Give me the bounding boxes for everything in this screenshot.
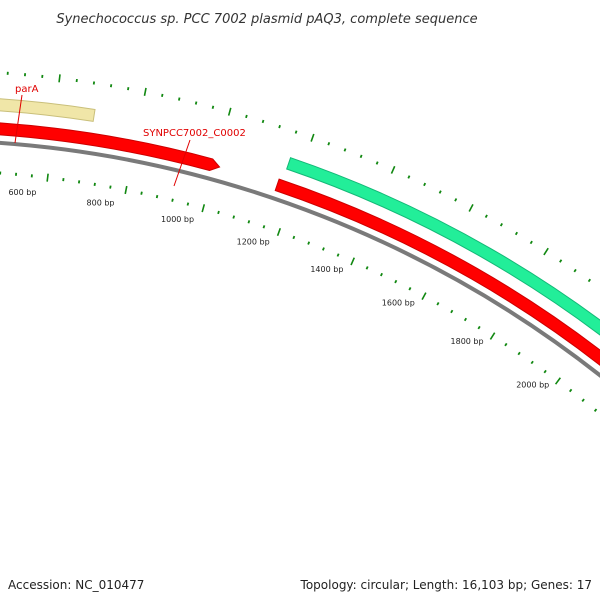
- minor-tick-mark: [408, 287, 412, 291]
- major-tick-mark: [227, 107, 232, 116]
- minor-tick-mark: [186, 202, 190, 206]
- minor-tick-mark: [262, 225, 266, 229]
- minor-tick-mark: [436, 301, 440, 306]
- major-tick-mark: [58, 74, 61, 83]
- minor-tick-mark: [161, 93, 164, 98]
- gene-labels: parA SYNPCC7002_C0002: [14, 84, 246, 187]
- minor-tick-mark: [343, 148, 347, 152]
- minor-tick-mark: [294, 130, 298, 134]
- inner-tick-marks: [0, 171, 598, 412]
- tick-label: 1600 bp: [382, 298, 415, 307]
- minor-tick-mark: [155, 194, 159, 199]
- map-title: Synechococcus sp. PCC 7002 plasmid pAQ3,…: [56, 12, 477, 27]
- minor-tick-mark: [327, 142, 331, 146]
- major-tick-mark: [350, 257, 356, 266]
- major-tick-mark: [124, 185, 128, 195]
- major-tick-mark: [390, 165, 396, 174]
- minor-tick-mark: [450, 309, 454, 314]
- minor-tick-mark: [529, 240, 533, 245]
- minor-tick-mark: [359, 154, 363, 159]
- minor-tick-mark: [484, 214, 488, 218]
- major-tick-mark: [143, 87, 147, 96]
- minor-tick-mark: [380, 272, 383, 277]
- minor-tick-mark: [504, 342, 508, 347]
- para-label[interactable]: parA: [15, 84, 39, 95]
- tick-label: 1000 bp: [161, 215, 194, 224]
- minor-tick-mark: [211, 105, 215, 109]
- major-tick-mark: [276, 227, 282, 237]
- minor-tick-mark: [593, 408, 598, 412]
- minor-tick-mark: [530, 360, 534, 365]
- major-tick-mark: [310, 133, 315, 142]
- minor-tick-mark: [217, 210, 220, 215]
- minor-tick-mark: [245, 114, 248, 119]
- minor-tick-mark: [307, 241, 311, 245]
- major-tick-mark: [554, 377, 561, 385]
- minor-tick-mark: [454, 198, 458, 202]
- minor-tick-mark: [517, 351, 521, 356]
- minor-tick-mark: [127, 87, 130, 91]
- minor-tick-mark: [336, 253, 340, 257]
- minor-tick-mark: [477, 325, 481, 330]
- tick-labels: 600 bp 800 bp 1000 bp 1200 bp 1400 bp 1600 bp…: [8, 188, 549, 389]
- plasmid-backbone: [0, 140, 600, 378]
- minor-tick-mark: [407, 175, 411, 179]
- synpcc7002-c0002-label[interactable]: SYNPCC7002_C0002: [143, 128, 246, 139]
- gene-tracks: [0, 97, 600, 404]
- minor-tick-mark: [573, 268, 577, 273]
- minor-tick-mark: [322, 247, 325, 251]
- minor-tick-mark: [587, 278, 592, 283]
- gene-synpcc7002-c0002[interactable]: [0, 121, 221, 172]
- gene-green-feature[interactable]: [286, 157, 600, 386]
- minor-tick-mark: [394, 279, 398, 284]
- tick-label: 1200 bp: [237, 237, 270, 246]
- minor-tick-mark: [463, 317, 468, 322]
- minor-tick-mark: [514, 231, 518, 236]
- summary-text: Topology: circular; Length: 16,103 bp; G…: [300, 578, 592, 592]
- minor-tick-mark: [375, 161, 379, 165]
- minor-tick-mark: [499, 222, 503, 227]
- major-tick-mark: [468, 204, 474, 212]
- minor-tick-mark: [178, 97, 181, 101]
- minor-tick-mark: [247, 220, 251, 224]
- minor-tick-mark: [543, 369, 547, 374]
- minor-tick-mark: [232, 215, 236, 219]
- minor-tick-mark: [194, 101, 198, 105]
- minor-tick-mark: [438, 190, 442, 194]
- minor-tick-mark: [581, 398, 585, 403]
- gene-red-feature[interactable]: [274, 178, 600, 404]
- minor-tick-mark: [278, 124, 281, 129]
- minor-tick-mark: [140, 191, 143, 195]
- para-label-line: [14, 94, 23, 144]
- accession-text: Accession: NC_010477: [8, 578, 145, 592]
- minor-tick-mark: [292, 235, 296, 240]
- minor-tick-mark: [569, 388, 573, 393]
- tick-label: 800 bp: [87, 199, 115, 208]
- major-tick-mark: [421, 292, 427, 301]
- tick-label: 1400 bp: [310, 265, 343, 274]
- minor-tick-mark: [365, 266, 369, 270]
- gene-para[interactable]: [0, 97, 96, 122]
- tick-label: 1800 bp: [451, 337, 484, 346]
- major-tick-mark: [46, 173, 49, 182]
- major-tick-mark: [201, 204, 206, 213]
- major-tick-mark: [489, 332, 496, 340]
- tick-label: 600 bp: [8, 188, 36, 197]
- minor-tick-mark: [261, 119, 265, 124]
- minor-tick-mark: [109, 185, 112, 189]
- outer-tick-marks: [6, 71, 592, 283]
- minor-tick-mark: [171, 198, 174, 202]
- minor-tick-mark: [423, 182, 427, 187]
- major-tick-mark: [543, 247, 549, 256]
- tick-label: 2000 bp: [516, 380, 549, 389]
- minor-tick-mark: [559, 259, 563, 263]
- synpcc7002-c0002-label-line: [173, 139, 191, 187]
